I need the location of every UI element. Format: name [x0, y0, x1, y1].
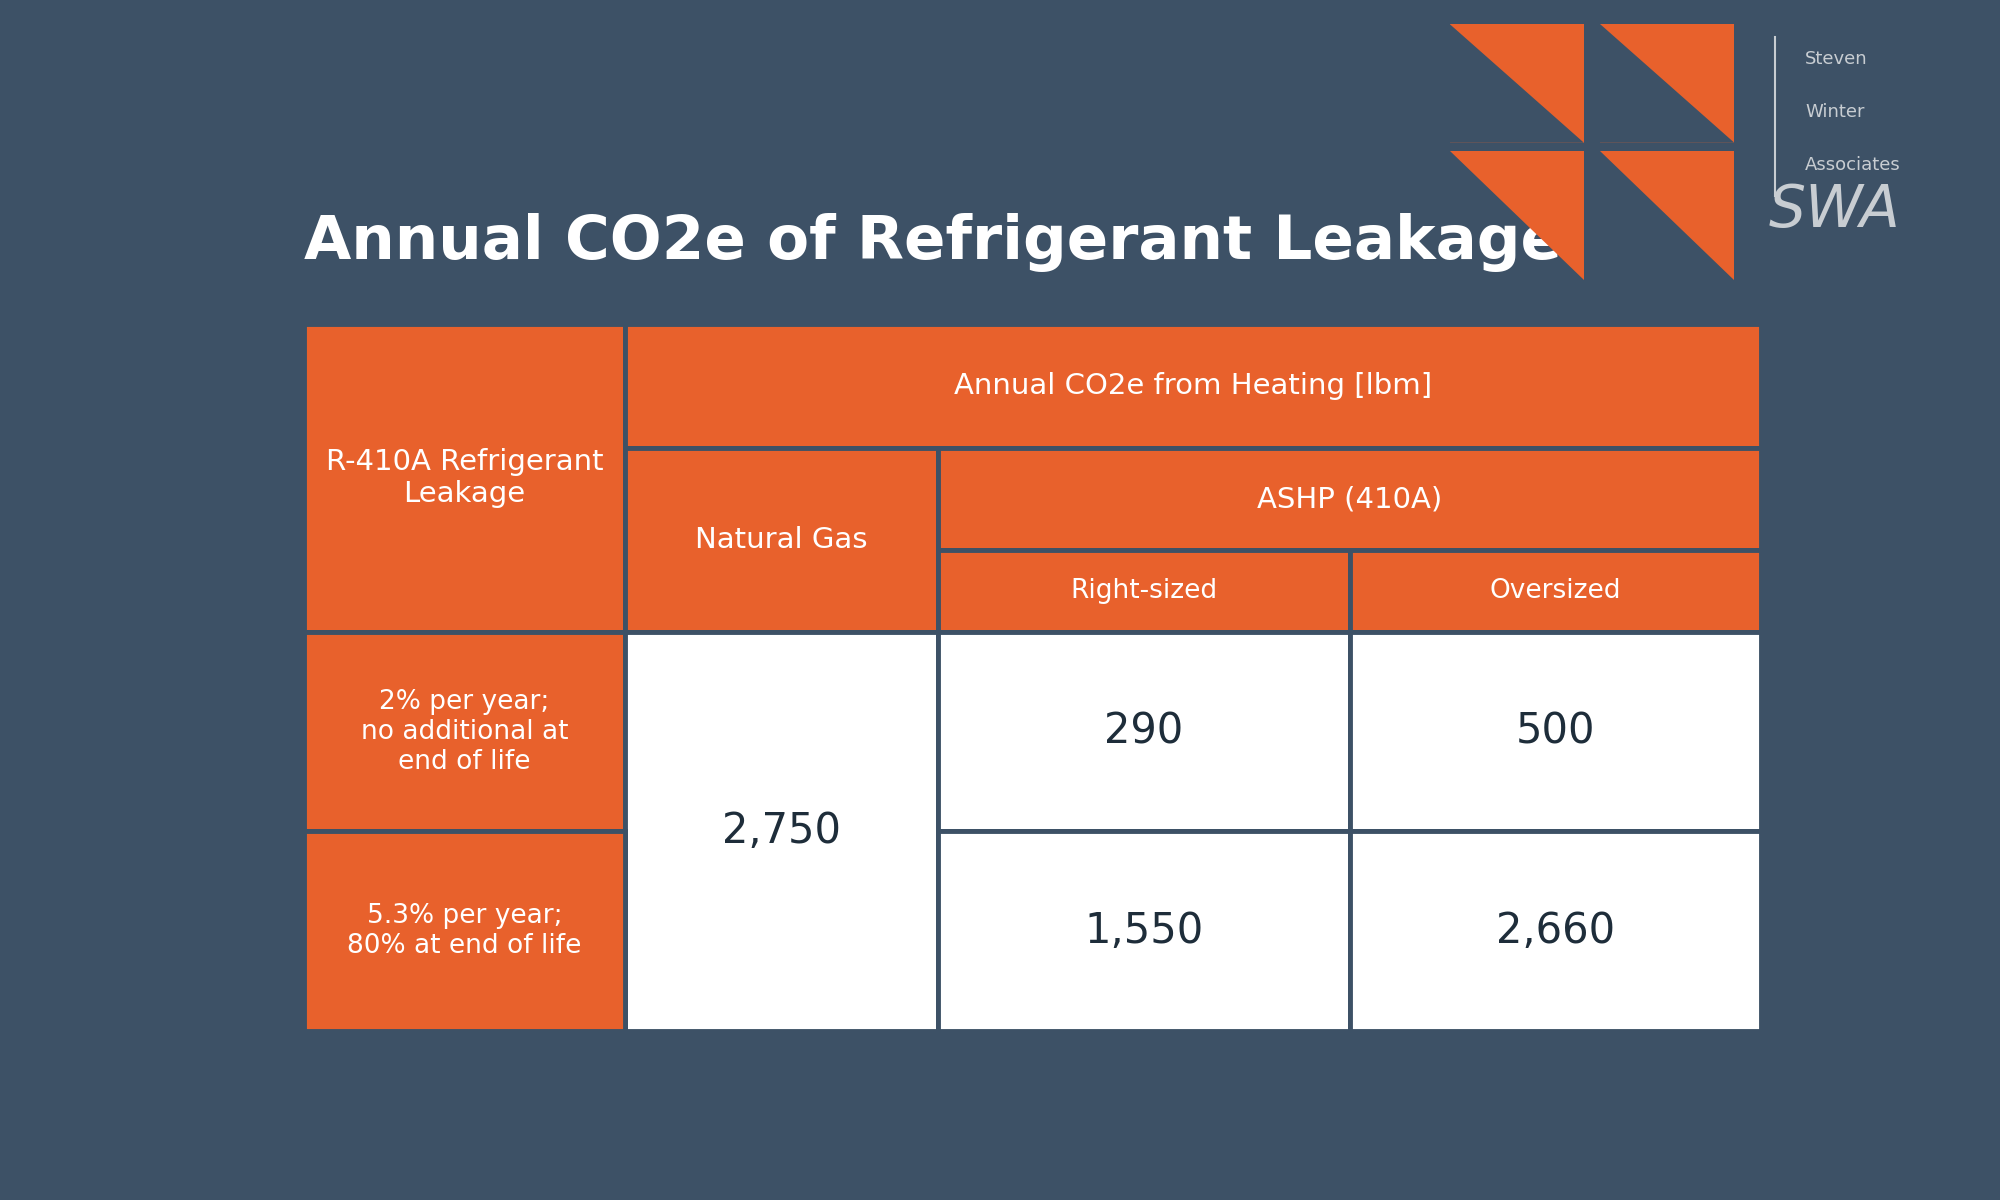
Bar	[938, 631, 1350, 832]
Text: 2,750: 2,750	[722, 810, 840, 852]
Polygon shape	[1600, 24, 1734, 143]
Bar	[304, 631, 624, 832]
Text: 500: 500	[1516, 710, 1596, 752]
Text: Right-sized: Right-sized	[1070, 578, 1218, 604]
Polygon shape	[1450, 24, 1584, 143]
Polygon shape	[1600, 24, 1734, 143]
Text: Annual CO2e from Heating [lbm]: Annual CO2e from Heating [lbm]	[954, 372, 1432, 400]
Text: SWA: SWA	[1770, 182, 1900, 239]
Bar	[624, 448, 938, 631]
Polygon shape	[1600, 151, 1734, 280]
Bar	[304, 832, 624, 1031]
Bar	[624, 631, 938, 1031]
Text: 2,660: 2,660	[1496, 910, 1616, 952]
Text: 290: 290	[1104, 710, 1184, 752]
Bar	[938, 448, 1762, 551]
Bar	[938, 551, 1350, 631]
Text: Steven: Steven	[1804, 50, 1868, 68]
Bar	[1350, 832, 1762, 1031]
Text: Natural Gas: Natural Gas	[696, 526, 868, 553]
Text: 2% per year;
no additional at
end of life: 2% per year; no additional at end of lif…	[360, 689, 568, 774]
Text: Annual CO2e of Refrigerant Leakage: Annual CO2e of Refrigerant Leakage	[304, 214, 1562, 272]
Text: 5.3% per year;
80% at end of life: 5.3% per year; 80% at end of life	[348, 904, 582, 959]
Text: Oversized: Oversized	[1490, 578, 1622, 604]
Bar	[938, 832, 1350, 1031]
Bar	[304, 324, 624, 631]
Bar	[1350, 551, 1762, 631]
Text: Winter: Winter	[1804, 103, 1864, 121]
Bar	[1350, 631, 1762, 832]
Polygon shape	[1450, 151, 1584, 280]
Text: ASHP (410A): ASHP (410A)	[1258, 485, 1442, 514]
Polygon shape	[1450, 24, 1584, 143]
Text: R-410A Refrigerant
Leakage: R-410A Refrigerant Leakage	[326, 448, 604, 508]
Text: 1,550: 1,550	[1084, 910, 1204, 952]
Text: Associates: Associates	[1804, 156, 1900, 174]
Bar	[624, 324, 1762, 448]
